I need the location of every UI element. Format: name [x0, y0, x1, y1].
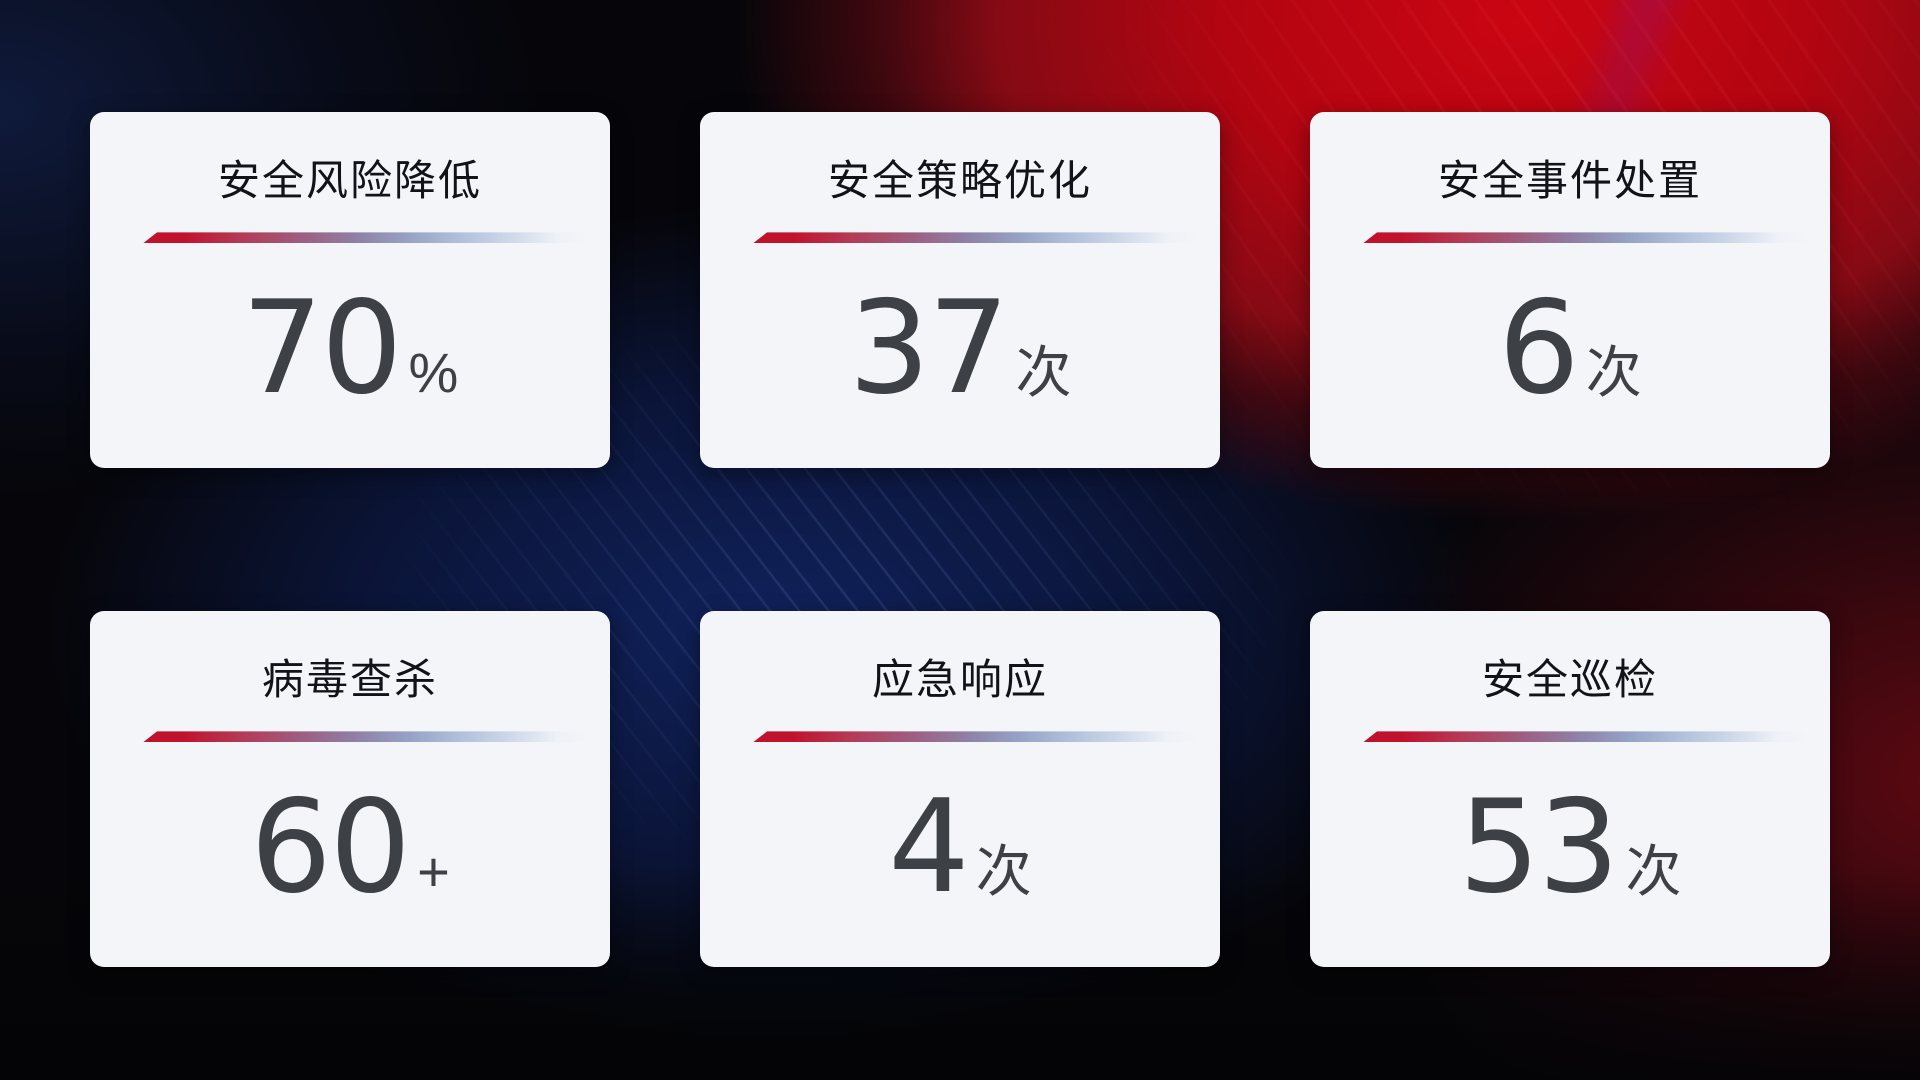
card-title: 安全风险降低 — [217, 157, 482, 204]
card-title: 安全事件处置 — [1437, 157, 1702, 204]
stat-value: 37 次 — [849, 284, 1072, 413]
stat-card-risk-reduction: 安全风险降低 70% — [90, 112, 610, 468]
stat-number: 37 — [848, 273, 1010, 423]
stat-value-row: 70% — [90, 243, 610, 468]
card-title: 应急响应 — [871, 656, 1048, 703]
stat-value: 60 + — [250, 783, 450, 912]
stat-card-virus-scan: 病毒查杀 60 + — [90, 611, 610, 967]
stat-card-security-inspection: 安全巡检 53 次 — [1310, 611, 1830, 967]
stat-number: 70 — [241, 273, 403, 423]
stat-unit: 次 — [975, 839, 1032, 903]
card-title: 病毒查杀 — [261, 656, 438, 703]
gradient-divider — [143, 232, 588, 244]
stat-number: 53 — [1458, 772, 1620, 922]
stat-number: 4 — [888, 772, 969, 922]
stat-unit: + — [417, 839, 450, 903]
gradient-divider — [1363, 731, 1808, 743]
stat-unit: 次 — [1585, 340, 1642, 404]
stat-value-row: 53 次 — [1310, 742, 1830, 967]
stat-value: 53 次 — [1459, 783, 1682, 912]
gradient-divider — [753, 731, 1198, 743]
gradient-divider — [1363, 232, 1808, 244]
card-title: 安全巡检 — [1481, 656, 1658, 703]
stat-number: 6 — [1498, 273, 1579, 423]
gradient-divider — [753, 232, 1198, 244]
stat-unit: 次 — [1625, 839, 1682, 903]
card-title: 安全策略优化 — [827, 157, 1092, 204]
stat-value-row: 60 + — [90, 742, 610, 967]
stat-value-row: 37 次 — [700, 243, 1220, 468]
stat-value: 70% — [242, 284, 459, 413]
stat-unit: % — [408, 340, 459, 404]
stat-unit: 次 — [1015, 340, 1072, 404]
stat-card-policy-optimization: 安全策略优化 37 次 — [700, 112, 1220, 468]
gradient-divider — [143, 731, 588, 743]
stat-number: 60 — [250, 772, 411, 922]
